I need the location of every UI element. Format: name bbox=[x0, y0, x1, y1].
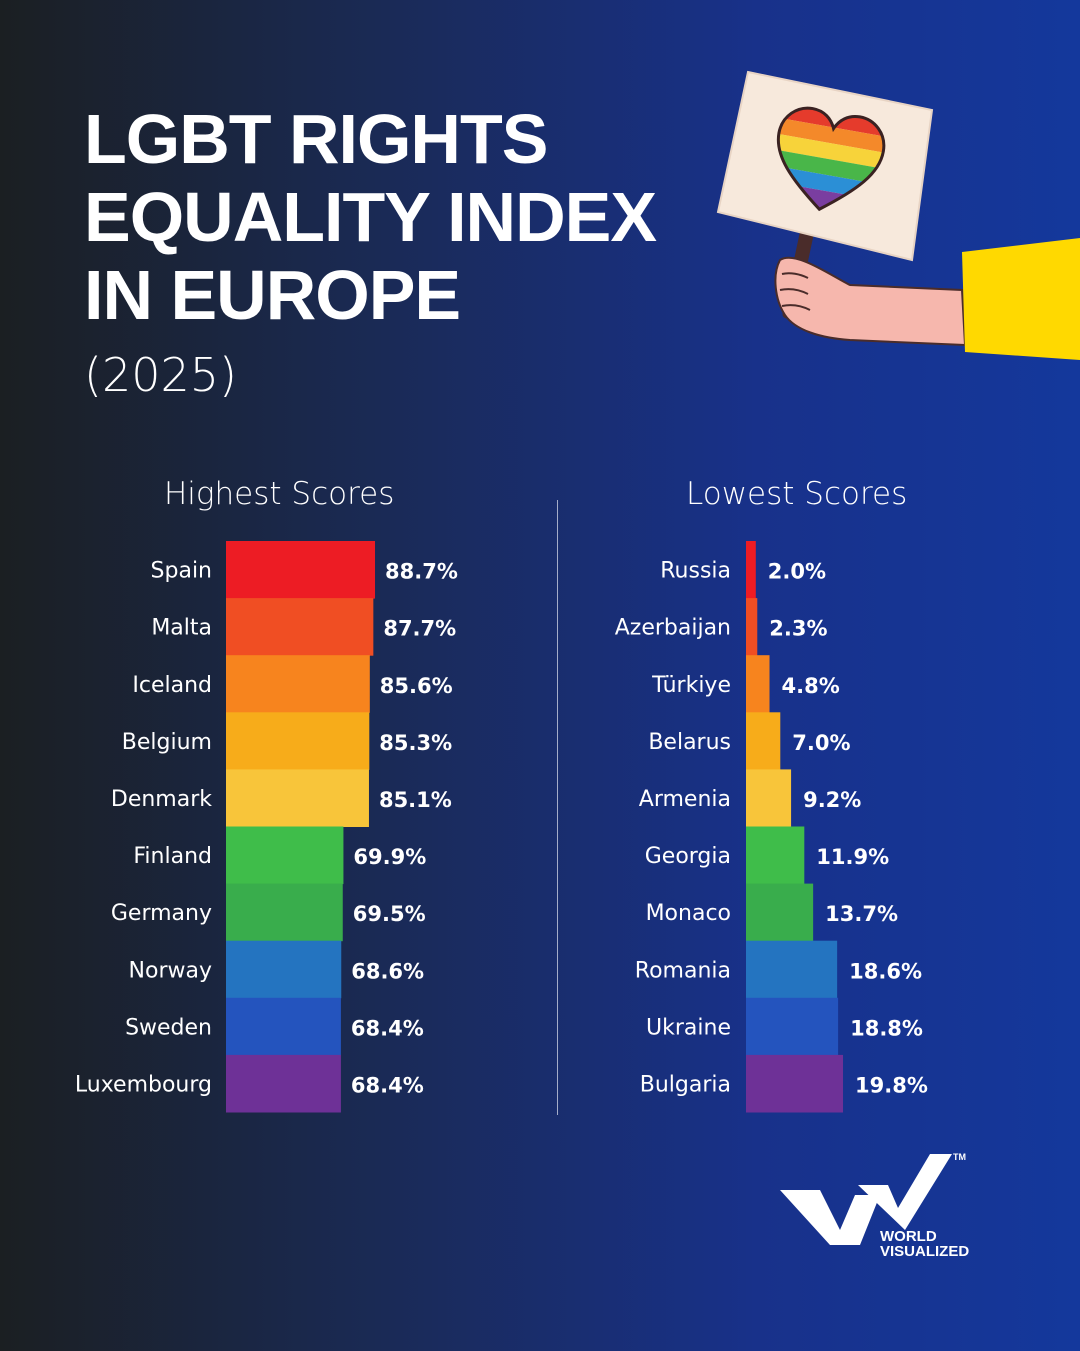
highest-value-label-1: 87.7% bbox=[383, 617, 456, 641]
pride-sign-illustration bbox=[716, 70, 1080, 360]
lowest-bar-8 bbox=[746, 997, 839, 1056]
lowest-value-label-4: 9.2% bbox=[803, 788, 861, 812]
lowest-bar-1 bbox=[746, 598, 758, 656]
highest-category-label-5: Finland bbox=[133, 844, 212, 869]
lowest-scores-title: Lowest Scores bbox=[686, 476, 908, 512]
lowest-value-label-8: 18.8% bbox=[850, 1016, 923, 1040]
lowest-category-label-7: Romania bbox=[635, 958, 731, 983]
highest-value-label-4: 85.1% bbox=[379, 788, 452, 812]
highest-value-label-0: 88.7% bbox=[385, 560, 458, 584]
lowest-category-label-3: Belarus bbox=[648, 730, 731, 755]
lowest-bar-6 bbox=[746, 883, 814, 942]
lowest-value-label-0: 2.0% bbox=[768, 560, 826, 584]
lowest-category-label-0: Russia bbox=[660, 559, 731, 584]
highest-bar-7 bbox=[226, 940, 342, 999]
highest-value-label-7: 68.6% bbox=[351, 959, 424, 983]
world-visualized-logo: TM WORLD VISUALIZED bbox=[780, 1152, 969, 1260]
lowest-bar-0 bbox=[746, 541, 756, 599]
highest-value-label-8: 68.4% bbox=[351, 1016, 424, 1040]
title-line-2: EQUALITY INDEX bbox=[84, 178, 657, 256]
highest-value-label-3: 85.3% bbox=[379, 731, 452, 755]
lowest-value-label-1: 2.3% bbox=[769, 617, 827, 641]
highest-category-label-0: Spain bbox=[151, 559, 212, 584]
logo-tm: TM bbox=[953, 1152, 966, 1162]
highest-scores-title: Highest Scores bbox=[164, 476, 395, 512]
highest-bar-0 bbox=[226, 541, 376, 599]
highest-category-label-7: Norway bbox=[129, 958, 212, 983]
highest-bar-2 bbox=[226, 655, 370, 713]
highest-value-label-5: 69.9% bbox=[353, 845, 426, 869]
highest-category-label-2: Iceland bbox=[132, 673, 212, 698]
lowest-value-label-3: 7.0% bbox=[792, 731, 850, 755]
lowest-category-label-4: Armenia bbox=[639, 787, 731, 812]
highest-value-label-6: 69.5% bbox=[353, 902, 426, 926]
lowest-category-label-8: Ukraine bbox=[646, 1015, 731, 1040]
wv-mark-icon bbox=[780, 1154, 952, 1245]
lowest-bar-4 bbox=[746, 769, 792, 827]
highest-category-label-9: Luxembourg bbox=[75, 1072, 212, 1097]
title-line-3: IN EUROPE bbox=[84, 256, 461, 334]
lowest-bar-3 bbox=[746, 712, 781, 770]
lowest-bar-2 bbox=[746, 655, 770, 713]
highest-category-label-4: Denmark bbox=[111, 787, 212, 812]
lowest-value-label-7: 18.6% bbox=[849, 959, 922, 983]
year-subtitle: (2025) bbox=[84, 348, 237, 402]
highest-bar-1 bbox=[226, 598, 374, 656]
title-line-1: LGBT RIGHTS bbox=[84, 100, 548, 178]
lowest-value-label-5: 11.9% bbox=[816, 845, 889, 869]
highest-bar-3 bbox=[226, 712, 370, 770]
lowest-value-label-6: 13.7% bbox=[825, 902, 898, 926]
lowest-category-label-5: Georgia bbox=[645, 844, 731, 869]
panel-divider bbox=[557, 500, 558, 1115]
highest-bar-8 bbox=[226, 997, 341, 1056]
lowest-category-label-6: Monaco bbox=[646, 901, 731, 926]
highest-category-label-1: Malta bbox=[151, 616, 212, 641]
lowest-category-label-9: Bulgaria bbox=[640, 1072, 731, 1097]
highest-category-label-8: Sweden bbox=[125, 1015, 212, 1040]
highest-category-label-6: Germany bbox=[111, 901, 212, 926]
highest-value-label-2: 85.6% bbox=[380, 674, 453, 698]
lowest-value-label-9: 19.8% bbox=[855, 1073, 928, 1097]
lowest-value-label-2: 4.8% bbox=[782, 674, 840, 698]
lowest-category-label-2: Türkiye bbox=[651, 673, 731, 698]
lowest-bar-9 bbox=[746, 1054, 844, 1113]
highest-category-label-3: Belgium bbox=[122, 730, 212, 755]
highest-value-label-9: 68.4% bbox=[351, 1073, 424, 1097]
highest-bar-5 bbox=[226, 826, 344, 885]
arm-icon bbox=[774, 238, 1080, 360]
lowest-bar-5 bbox=[746, 826, 805, 885]
highest-bar-4 bbox=[226, 769, 369, 827]
page-title: LGBT RIGHTS EQUALITY INDEX IN EUROPE bbox=[84, 100, 657, 334]
logo-line-2: VISUALIZED bbox=[880, 1243, 969, 1260]
lowest-category-label-1: Azerbaijan bbox=[615, 616, 731, 641]
highest-bar-9 bbox=[226, 1054, 341, 1113]
highest-bar-6 bbox=[226, 883, 343, 942]
lowest-bar-7 bbox=[746, 940, 838, 999]
logo-line-1: WORLD bbox=[880, 1228, 937, 1245]
